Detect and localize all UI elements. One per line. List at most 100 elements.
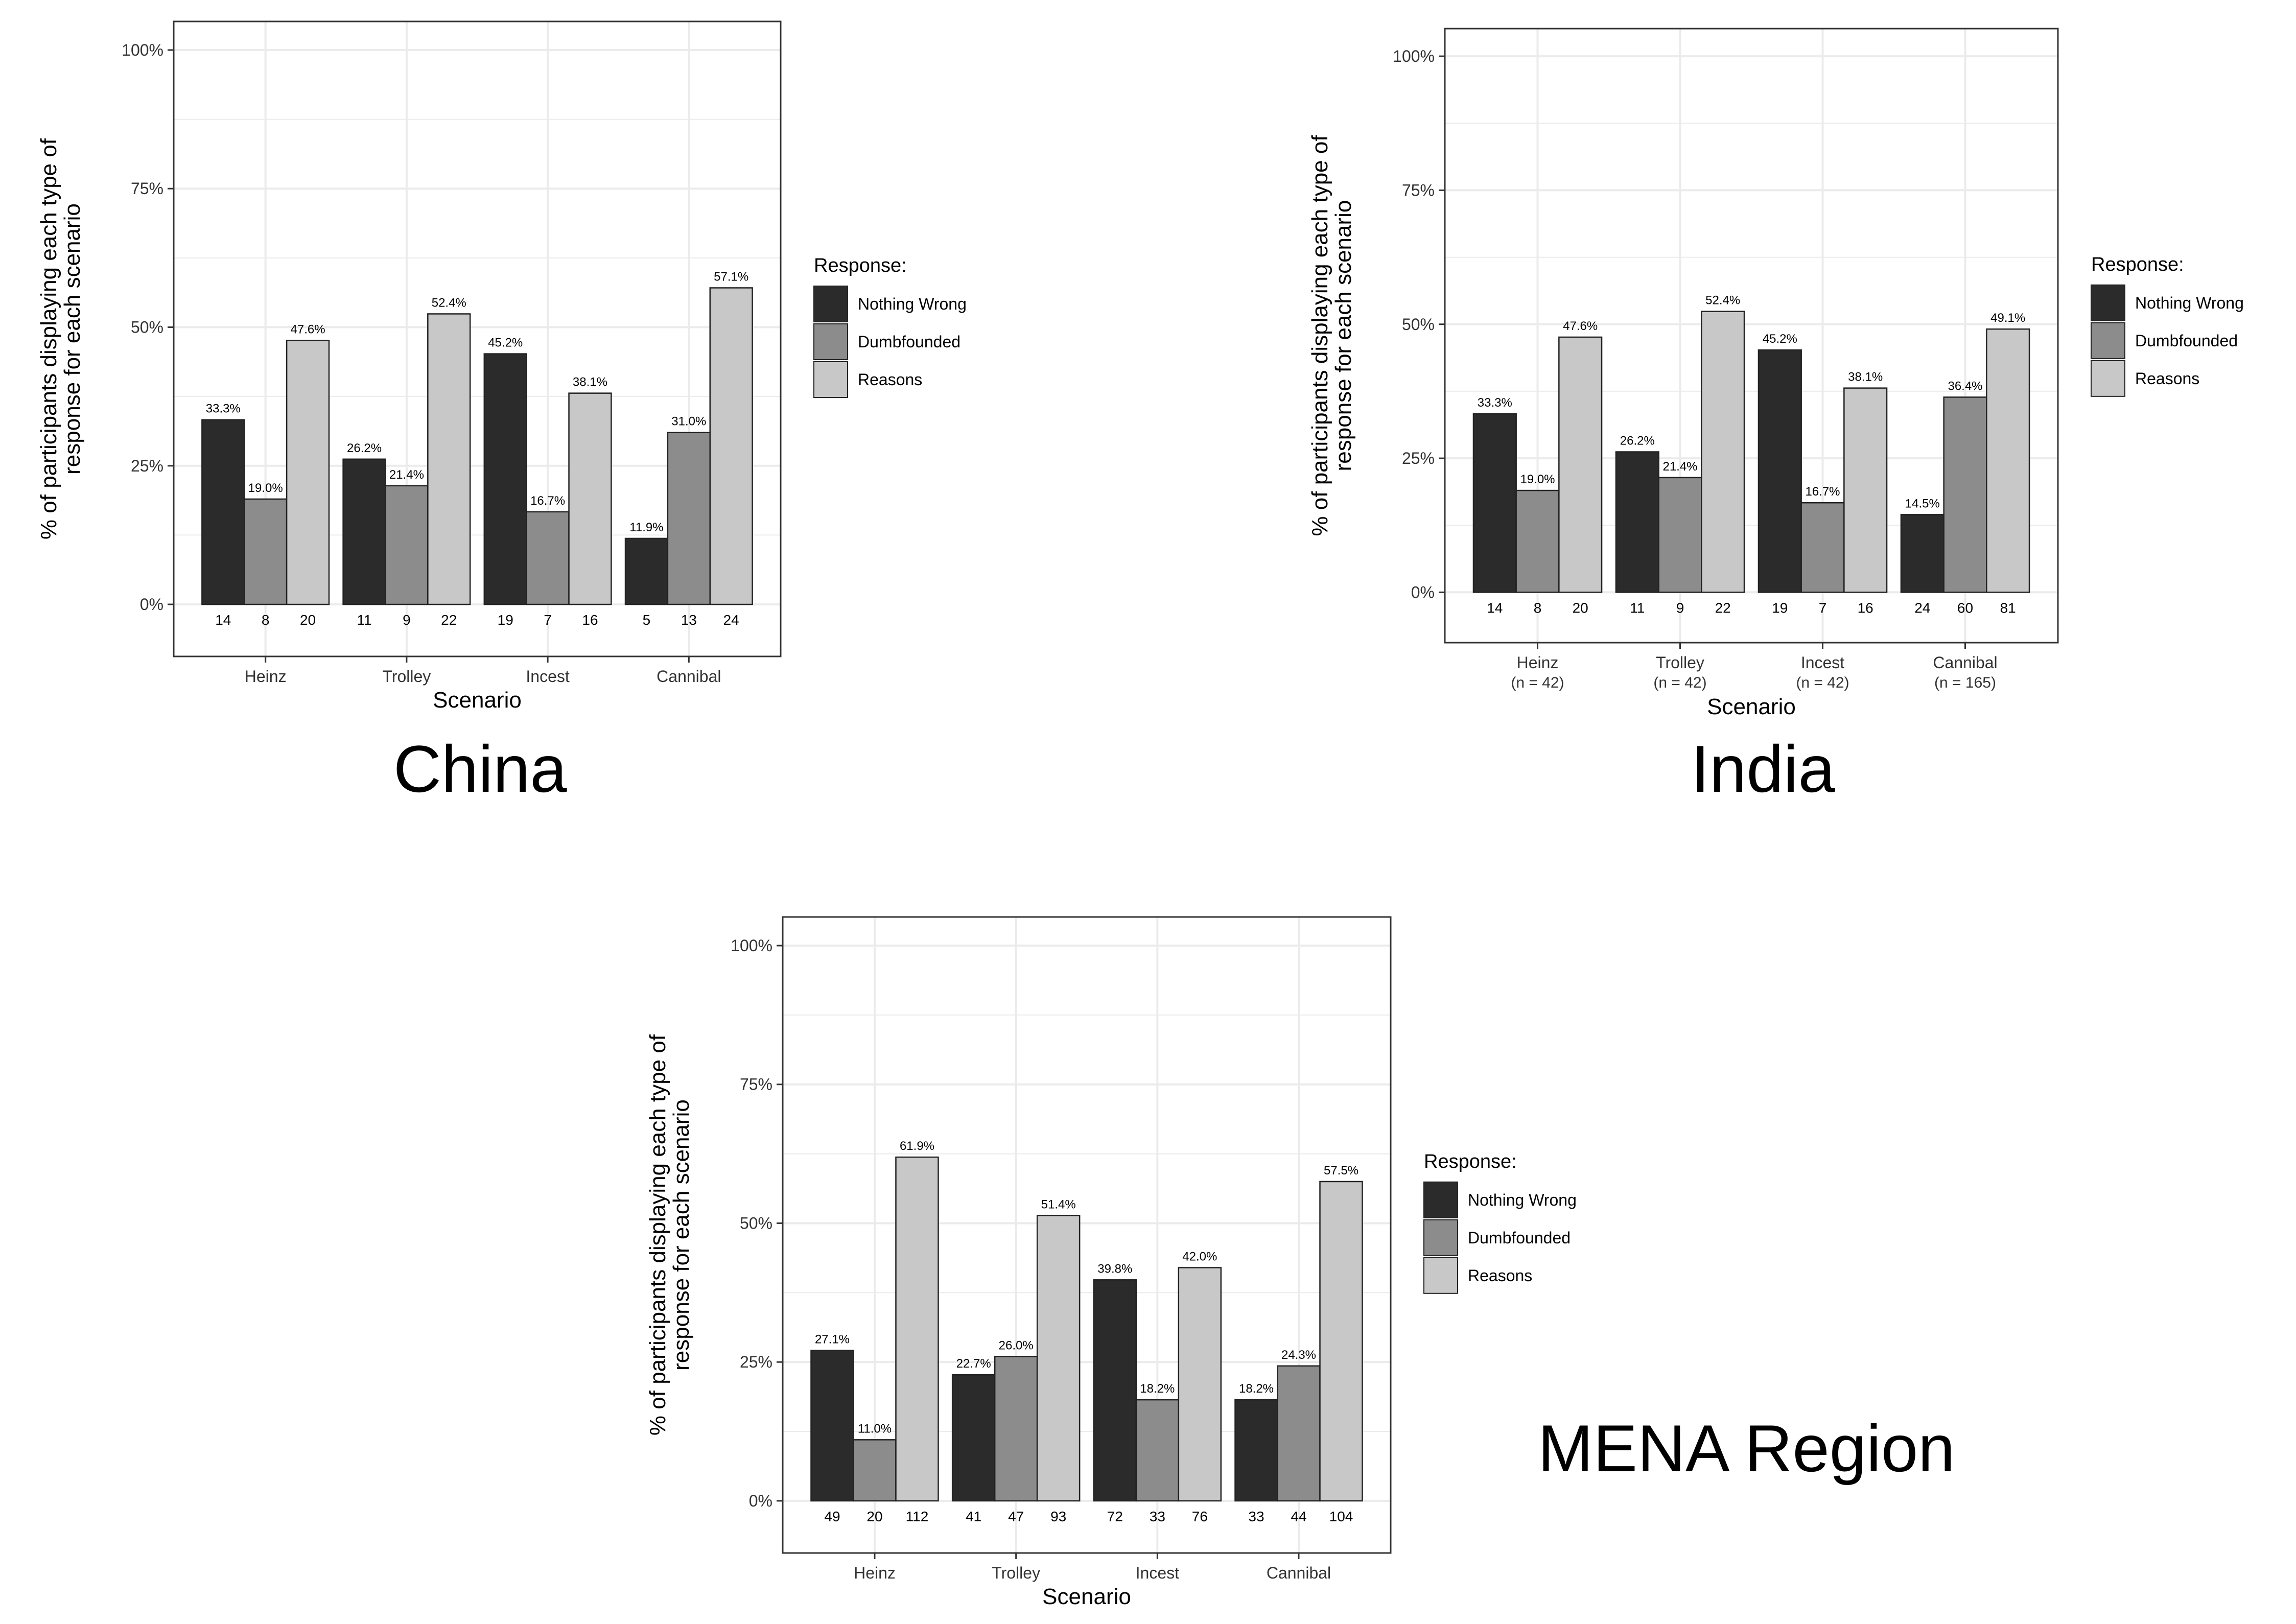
bar-value-label: 31.0% [671,415,706,429]
y-axis-title-line: % of participants displaying each type o… [1307,135,1332,536]
legend-label: Nothing Wrong [2135,294,2244,312]
bar-dumbfounded [244,498,288,605]
bar-value-label: 16.7% [530,494,565,508]
region-title-mena: MENA Region [1538,1411,1955,1486]
bar-value-label: 21.4% [389,468,424,482]
bar-value-label: 24.3% [1281,1348,1316,1362]
bar-dumbfounded [1135,1399,1180,1502]
bar-nothing-wrong [1234,1399,1278,1502]
legend-swatch [1423,1257,1458,1294]
legend-swatch [813,323,848,360]
bar-count-label: 49 [824,1509,840,1524]
bar-nothing-wrong [1900,514,1944,593]
bar-value-label: 45.2% [1763,332,1797,346]
y-axis-title-line: response for each scenario [1331,200,1356,472]
bar-value-label: 47.6% [291,323,325,337]
bar-reasons [709,287,753,605]
legend-label: Reasons [1468,1266,1532,1285]
bar-reasons [568,392,612,605]
bar-dumbfounded [853,1439,897,1502]
bar-reasons [895,1156,939,1502]
x-tick-label: Cannibal [1933,653,1997,672]
bar-count-label: 104 [1329,1509,1353,1524]
bar-count-label: 33 [1150,1509,1165,1524]
bar-value-label: 38.1% [573,375,607,389]
bar-value-label: 49.1% [1990,311,2025,325]
bar-count-label: 14 [1487,600,1503,616]
bar-value-label: 57.5% [1324,1164,1358,1178]
bar-count-label: 7 [1819,600,1827,616]
bar-nothing-wrong [342,458,386,605]
x-tick-label: Trolley [382,667,431,686]
bar-count-label: 76 [1192,1509,1208,1524]
x-axis-title: Scenario [433,688,522,713]
region-title-china: China [393,732,567,806]
bar-dumbfounded [1943,396,1987,593]
bar-reasons [1036,1215,1081,1502]
bar-dumbfounded [385,485,429,605]
bar-count-label: 44 [1291,1509,1306,1524]
y-axis-title-line: % of participants displaying each type o… [36,138,61,539]
plot-panel-border [173,20,782,657]
legend-title: Response: [814,255,907,276]
plot-panel-border [1444,28,2059,644]
bar-count-label: 72 [1107,1509,1123,1524]
plot-panel-border [782,916,1392,1554]
bar-count-label: 13 [681,612,697,628]
bar-count-label: 7 [544,612,552,628]
bar-count-label: 60 [1957,600,1973,616]
bar-count-label: 24 [1914,600,1930,616]
bar-value-label: 11.0% [858,1422,892,1435]
bar-value-label: 52.4% [432,296,466,310]
mena-chart: 0% 25% 50% 75% 100% 27.1% 49 11.0% 20 61.9% 112 22.… [645,916,1577,1609]
x-tick-label: Incest [1136,1564,1179,1582]
legend-swatch [813,285,848,322]
bar-value-label: 14.5% [1905,497,1940,510]
bar-value-label: 36.4% [1948,379,1982,393]
bar-value-label: 18.2% [1239,1382,1274,1396]
bar-dumbfounded [1515,489,1560,593]
y-axis-title-line: response for each scenario [60,203,85,475]
y-tick-label: 75% [1402,181,1435,199]
y-tick-label: 100% [1393,47,1435,65]
legend-label: Dumbfounded [858,333,960,351]
bar-count-label: 14 [215,612,231,628]
bar-value-label: 33.3% [1478,396,1512,410]
bar-dumbfounded [1277,1365,1321,1502]
bar-count-label: 20 [300,612,316,628]
legend-label: Dumbfounded [1468,1229,1571,1247]
india-chart: 0% 25% 50% 75% 100% 33.3% 14 19.0% 8 47.6% 20 26.2%… [1307,28,2244,719]
bar-nothing-wrong [810,1350,854,1502]
legend-swatch [2091,360,2125,397]
region-title-india: India [1691,732,1835,806]
y-tick-label: 0% [749,1492,772,1510]
bar-count-label: 9 [1676,600,1684,616]
bar-value-label: 42.0% [1182,1250,1217,1263]
bar-value-label: 19.0% [248,481,283,495]
y-tick-label: 100% [731,936,772,955]
bar-reasons [1319,1181,1363,1502]
bar-count-label: 93 [1050,1509,1066,1524]
bar-nothing-wrong [1758,349,1802,593]
legend-label: Nothing Wrong [1468,1191,1577,1209]
bar-nothing-wrong [483,353,527,605]
bar-value-label: 38.1% [1848,370,1883,384]
legend-label: Reasons [858,370,922,389]
x-tick-label: Incest [1801,653,1844,672]
y-axis-title: % of participants displaying each type o… [645,1034,694,1435]
legend-label: Nothing Wrong [858,295,967,313]
bar-value-label: 18.2% [1140,1382,1175,1396]
bar-nothing-wrong [1093,1279,1137,1502]
bar-count-label: 24 [723,612,739,628]
bar-count-label: 9 [403,612,411,628]
bar-reasons [1986,328,2030,593]
bar-value-label: 26.2% [347,441,382,455]
y-tick-label: 0% [140,595,163,614]
bar-value-label: 57.1% [714,270,748,284]
x-tick-label: Heinz [1517,653,1559,672]
legend-swatch [813,361,848,398]
bar-value-label: 33.3% [206,402,241,416]
legend-label: Reasons [2135,369,2199,388]
x-tick-sublabel: (n = 42) [1653,674,1706,691]
